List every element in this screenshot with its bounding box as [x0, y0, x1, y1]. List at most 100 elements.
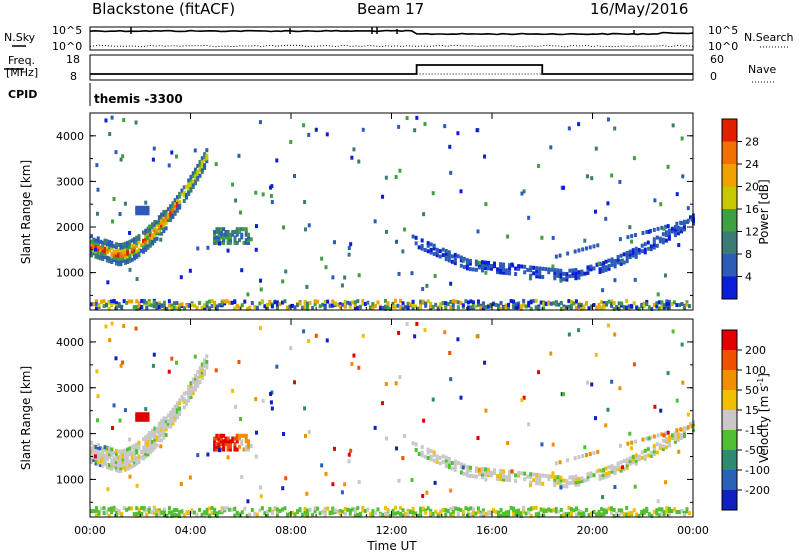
power-cell — [189, 185, 193, 190]
power-cell — [622, 252, 626, 257]
velocity-cell — [132, 446, 136, 451]
velocity-cell — [426, 447, 430, 452]
power-cell — [128, 256, 132, 261]
power-cell — [121, 245, 125, 250]
velocity-cell — [606, 407, 610, 412]
power-cell — [610, 262, 614, 267]
power-cell — [357, 159, 361, 164]
velocity-cell — [132, 454, 136, 459]
velocity-cell — [169, 410, 173, 415]
velocity-cell — [102, 506, 106, 511]
velocity-cell — [429, 449, 433, 454]
velocity-cell — [217, 436, 221, 441]
power-cell — [645, 302, 649, 307]
velocity-cell — [187, 393, 191, 398]
power-cell — [261, 192, 265, 197]
power-cell — [571, 268, 575, 273]
velocity-cell — [278, 509, 282, 514]
velocity-cell — [196, 375, 200, 380]
power-cell — [481, 306, 485, 311]
power-cell — [162, 209, 166, 214]
power-cell — [233, 306, 237, 311]
velocity-cell — [139, 415, 143, 420]
power-cell — [655, 301, 659, 306]
power-cell — [675, 303, 679, 308]
velocity-cell — [208, 513, 212, 518]
velocity-cell — [254, 454, 258, 459]
colorbar-tick-label: 50 — [745, 384, 759, 397]
velocity-cell — [600, 512, 604, 517]
power-cell — [177, 307, 181, 312]
power-cell — [396, 303, 400, 308]
power-cell — [505, 271, 509, 276]
velocity-cell — [650, 513, 654, 518]
velocity-cell — [187, 398, 191, 403]
velocity-cell — [112, 403, 116, 408]
velocity-cell — [453, 462, 457, 467]
velocity-cell — [167, 510, 171, 515]
velocity-cell — [580, 476, 584, 481]
power-cell — [247, 240, 251, 245]
velocity-cell — [289, 346, 293, 351]
power-cell — [667, 302, 671, 307]
power-cell — [200, 161, 204, 166]
velocity-cell — [178, 412, 182, 417]
power-cell — [353, 303, 357, 308]
velocity-cell — [670, 433, 674, 438]
power-cell — [137, 253, 141, 258]
velocity-cell — [559, 478, 563, 483]
power-cell — [426, 243, 430, 248]
colorbar-tick-label: 4 — [745, 271, 752, 284]
velocity-cell — [574, 512, 578, 517]
velocity-cell — [406, 512, 410, 517]
velocity-cell — [383, 505, 387, 510]
velocity-cell — [423, 454, 427, 459]
power-cell — [127, 299, 131, 304]
power-cell — [213, 229, 217, 234]
power-cell — [613, 261, 617, 266]
power-cell — [652, 240, 656, 245]
velocity-cell — [233, 447, 237, 452]
velocity-cell — [631, 457, 635, 462]
velocity-cell — [676, 432, 680, 437]
power-cell — [123, 249, 127, 254]
power-cell — [200, 164, 204, 169]
cpid-label: CPID — [8, 88, 37, 101]
velocity-cell — [538, 481, 542, 486]
velocity-cell — [534, 505, 538, 510]
velocity-cell — [303, 406, 307, 411]
velocity-cell — [165, 513, 169, 518]
power-cell — [205, 153, 209, 158]
power-cell — [96, 250, 100, 255]
power-cell — [239, 210, 243, 215]
power-cell — [486, 260, 490, 265]
power-cell — [562, 306, 566, 311]
velocity-cell — [123, 453, 127, 458]
power-cell — [514, 266, 518, 271]
power-cell — [132, 305, 136, 310]
power-cell — [123, 252, 127, 257]
velocity-cell — [130, 458, 134, 463]
velocity-cell — [588, 452, 592, 457]
ytick-label: 1000 — [56, 473, 84, 486]
power-cell — [254, 224, 258, 229]
velocity-cell — [137, 415, 141, 420]
velocity-cell — [215, 444, 219, 449]
velocity-cell — [173, 415, 177, 420]
velocity-cell — [529, 480, 533, 485]
velocity-cell — [135, 447, 139, 452]
velocity-cell — [528, 483, 532, 488]
velocity-cell — [494, 509, 498, 514]
power-cell — [466, 300, 470, 305]
power-cell — [110, 254, 114, 259]
power-cell — [151, 236, 155, 241]
power-cell — [178, 200, 182, 205]
velocity-cell — [137, 459, 141, 464]
velocity-cell — [497, 510, 501, 515]
velocity-cell — [353, 510, 357, 515]
power-cell — [231, 232, 235, 237]
velocity-cell — [532, 478, 536, 483]
power-cell — [126, 259, 130, 264]
power-cell — [589, 304, 593, 309]
velocity-cell — [562, 392, 566, 397]
